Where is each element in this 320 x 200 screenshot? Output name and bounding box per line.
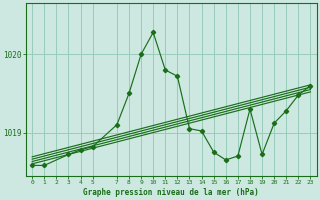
X-axis label: Graphe pression niveau de la mer (hPa): Graphe pression niveau de la mer (hPa)	[84, 188, 259, 197]
